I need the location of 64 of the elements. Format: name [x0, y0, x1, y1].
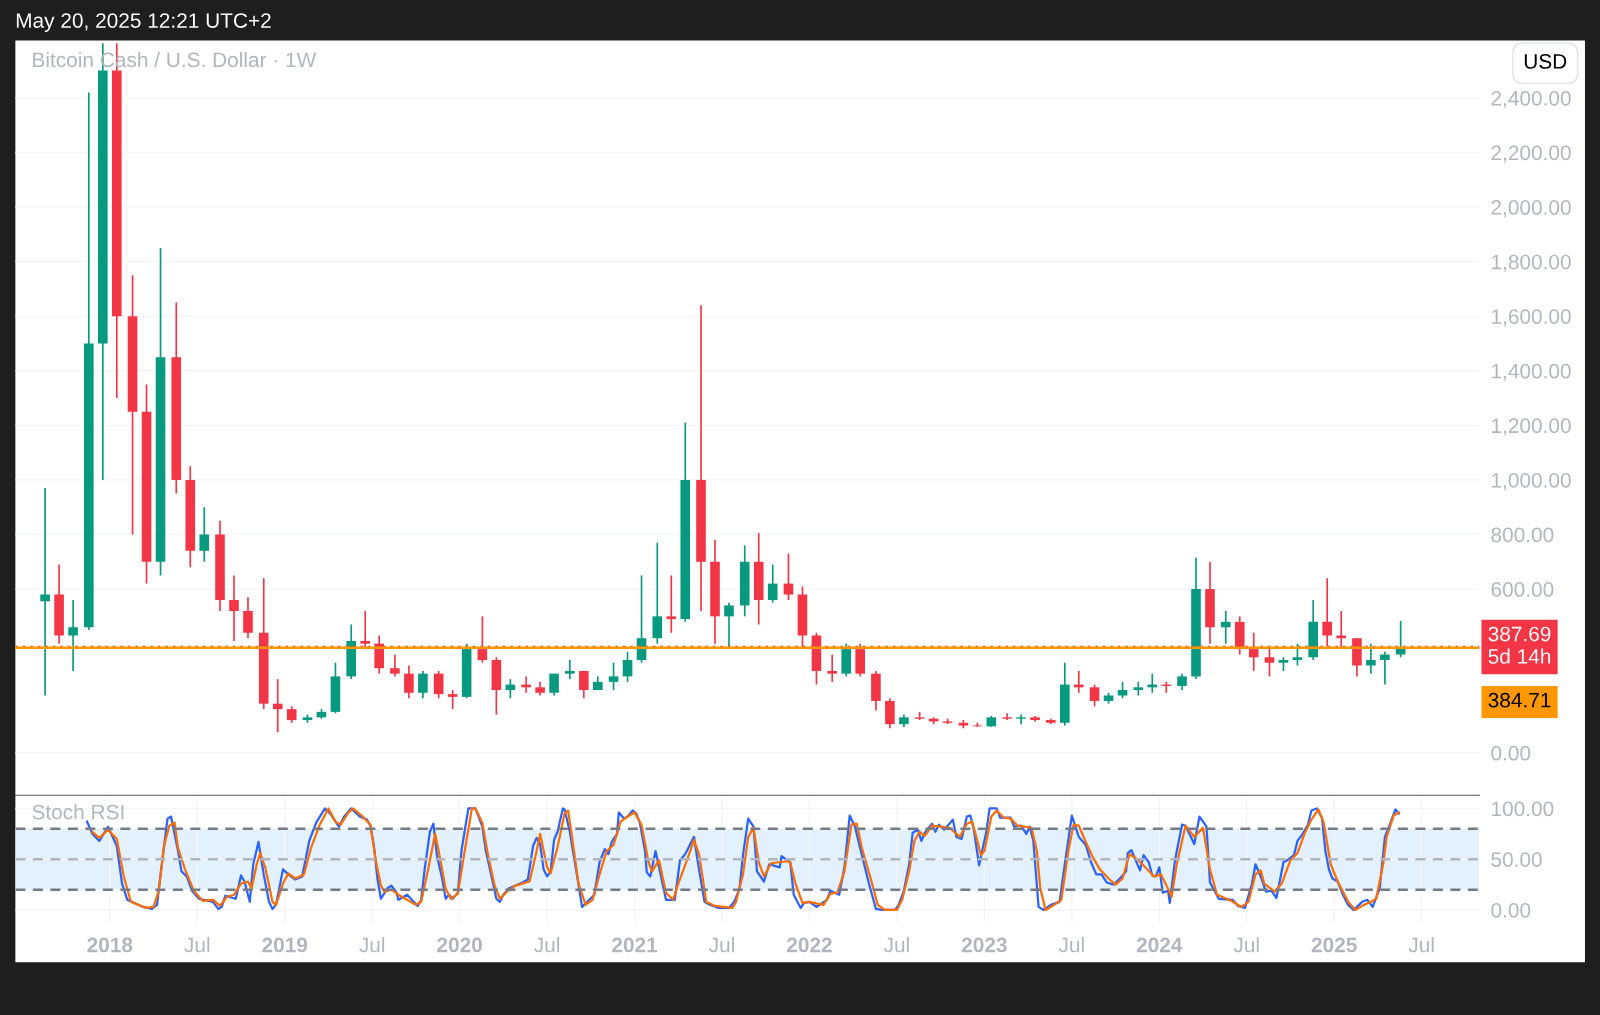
candlestick	[1002, 712, 1012, 721]
x-tick-label: 2021	[612, 937, 658, 953]
y-tick-label: 50.00	[1491, 852, 1542, 867]
text: USD	[1524, 54, 1567, 69]
y-tick-label: 1,600.00	[1492, 309, 1571, 327]
candlestick	[724, 601, 734, 649]
candlestick	[1220, 610, 1231, 645]
candlestick	[40, 487, 50, 697]
y-tick-label: 800.00	[1491, 527, 1554, 543]
candlestick	[783, 552, 794, 601]
candlestick	[666, 574, 677, 634]
candlestick	[1089, 683, 1100, 708]
candlestick	[608, 661, 619, 691]
y-tick-label: 100.00	[1492, 801, 1554, 817]
x-tick-label: 2024	[1136, 937, 1183, 953]
x-tick-label: Jul	[359, 937, 385, 953]
x-tick-label: Jul	[883, 937, 909, 953]
text: May 20, 2025 12:21 UTC+2	[16, 13, 271, 33]
y-tick-label: 600.00	[1491, 582, 1554, 597]
candlestick	[652, 541, 663, 645]
y-tick-label: 1,800.00	[1492, 254, 1571, 272]
candlestick	[418, 670, 428, 700]
x-tick-label: 2019	[262, 937, 308, 953]
candlestick	[622, 651, 633, 683]
candlestick	[767, 563, 778, 604]
x-tick-label: Jul	[534, 937, 560, 953]
candlestick	[199, 506, 210, 563]
candlestick	[272, 678, 283, 734]
candlestick	[229, 574, 239, 642]
y-tick-label: 2,000.00	[1491, 200, 1571, 218]
chart-title: Stoch RSI	[32, 804, 124, 820]
x-tick-label: 2025	[1311, 937, 1357, 953]
x-tick-label: Jul	[1408, 937, 1434, 953]
candlestick	[447, 689, 458, 710]
y-tick-label: 1,200.00	[1492, 418, 1571, 436]
candlestick	[885, 697, 895, 730]
x-tick-label: Jul	[1233, 937, 1259, 953]
candlestick	[827, 653, 837, 683]
candlestick	[1380, 651, 1390, 686]
y-tick-label: 0.00	[1491, 902, 1531, 918]
x-tick-label: 2018	[87, 937, 133, 953]
candlestick	[68, 599, 78, 672]
ref-line-label: 384.71	[1488, 692, 1551, 708]
candlestick	[1322, 577, 1332, 648]
candlestick	[404, 664, 414, 700]
x-tick-label: Jul	[1058, 937, 1084, 953]
y-tick-label: 1,000.00	[1492, 472, 1571, 491]
y-tick-label: 2,400.00	[1491, 90, 1571, 109]
x-tick-label: 2020	[437, 937, 482, 953]
ref-line-label: 387.69 5d 14h	[1488, 626, 1551, 664]
x-tick-label: Jul	[709, 937, 734, 953]
candlestick	[243, 596, 253, 640]
candlestick	[579, 670, 589, 700]
x-tick-label: 2022	[787, 937, 832, 953]
candlestick	[433, 670, 444, 700]
y-tick-label: 2,200.00	[1491, 145, 1571, 163]
candlestick	[565, 659, 575, 680]
candlestick	[1292, 642, 1303, 667]
candlestick	[390, 653, 400, 678]
y-tick-label: 1,400.00	[1492, 363, 1571, 381]
candlestick	[1366, 642, 1376, 675]
y-tick-label: 0.00	[1491, 745, 1531, 761]
x-tick-label: 2023	[961, 937, 1007, 953]
x-tick-label: Jul	[184, 937, 210, 953]
